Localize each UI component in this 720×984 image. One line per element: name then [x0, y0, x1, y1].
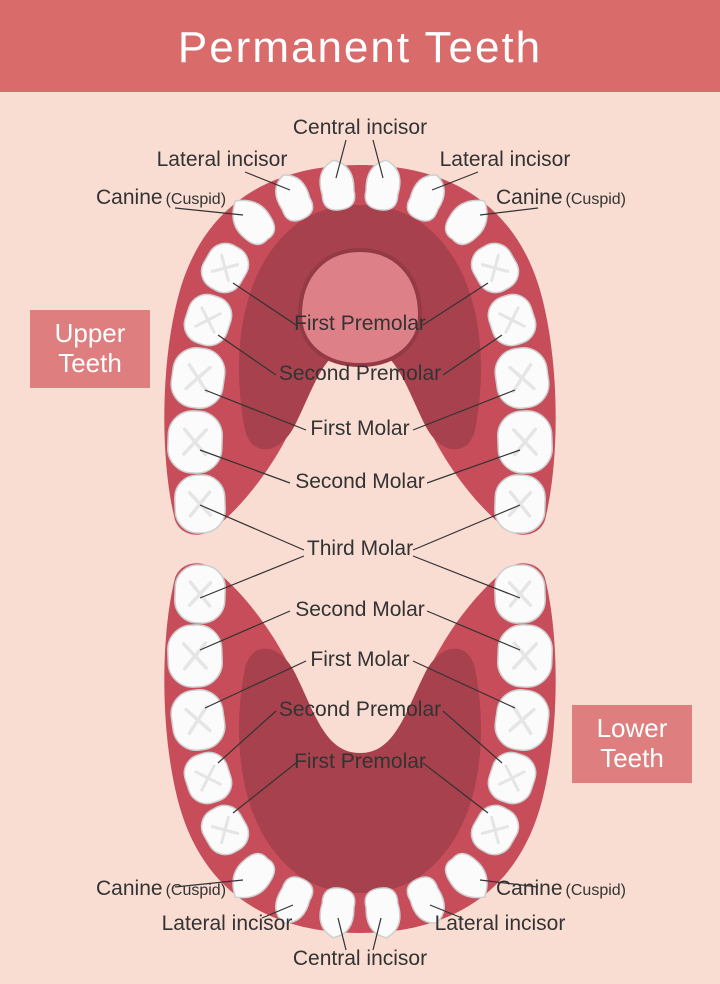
tooth-label: First Molar — [310, 417, 409, 440]
lower-tooth-3 — [497, 624, 553, 688]
diagram-root: Permanent Teeth UpperTeeth LowerTeeth Centr… — [0, 0, 720, 984]
tooth-label: Lateral incisor — [157, 148, 288, 171]
tooth-label: First Premolar — [294, 312, 426, 335]
tooth-label: Lateral incisor — [435, 912, 566, 935]
lower-tooth-1 — [494, 564, 546, 624]
tooth-label: Lateral incisor — [162, 912, 293, 935]
upper-tooth-14 — [174, 474, 226, 534]
tooth-label: First Molar — [310, 648, 409, 671]
teeth-diagram-svg: Permanent Teeth UpperTeeth LowerTeeth Centr… — [0, 0, 720, 984]
tooth-label: First Premolar — [294, 750, 426, 773]
tooth-label: Second Molar — [295, 598, 425, 621]
lower-tooth-2 — [167, 624, 223, 688]
tooth-label: Second Molar — [295, 470, 425, 493]
page-title: Permanent Teeth — [178, 23, 542, 72]
tooth-label: Second Premolar — [279, 362, 441, 385]
tooth-label: Lateral incisor — [440, 148, 571, 171]
tooth-label: Central incisor — [293, 947, 427, 970]
upper-teeth-box-label: UpperTeeth — [55, 318, 126, 378]
tooth-label: Central incisor — [293, 116, 427, 139]
tooth-label: Second Premolar — [279, 698, 441, 721]
lower-teeth-box-label: LowerTeeth — [597, 713, 668, 773]
upper-tooth-15 — [494, 474, 546, 534]
tongue — [300, 250, 420, 365]
lower-tooth-0 — [174, 564, 226, 624]
tooth-label: Third Molar — [307, 537, 413, 560]
upper-tooth-13 — [497, 410, 553, 474]
upper-tooth-12 — [167, 410, 223, 474]
